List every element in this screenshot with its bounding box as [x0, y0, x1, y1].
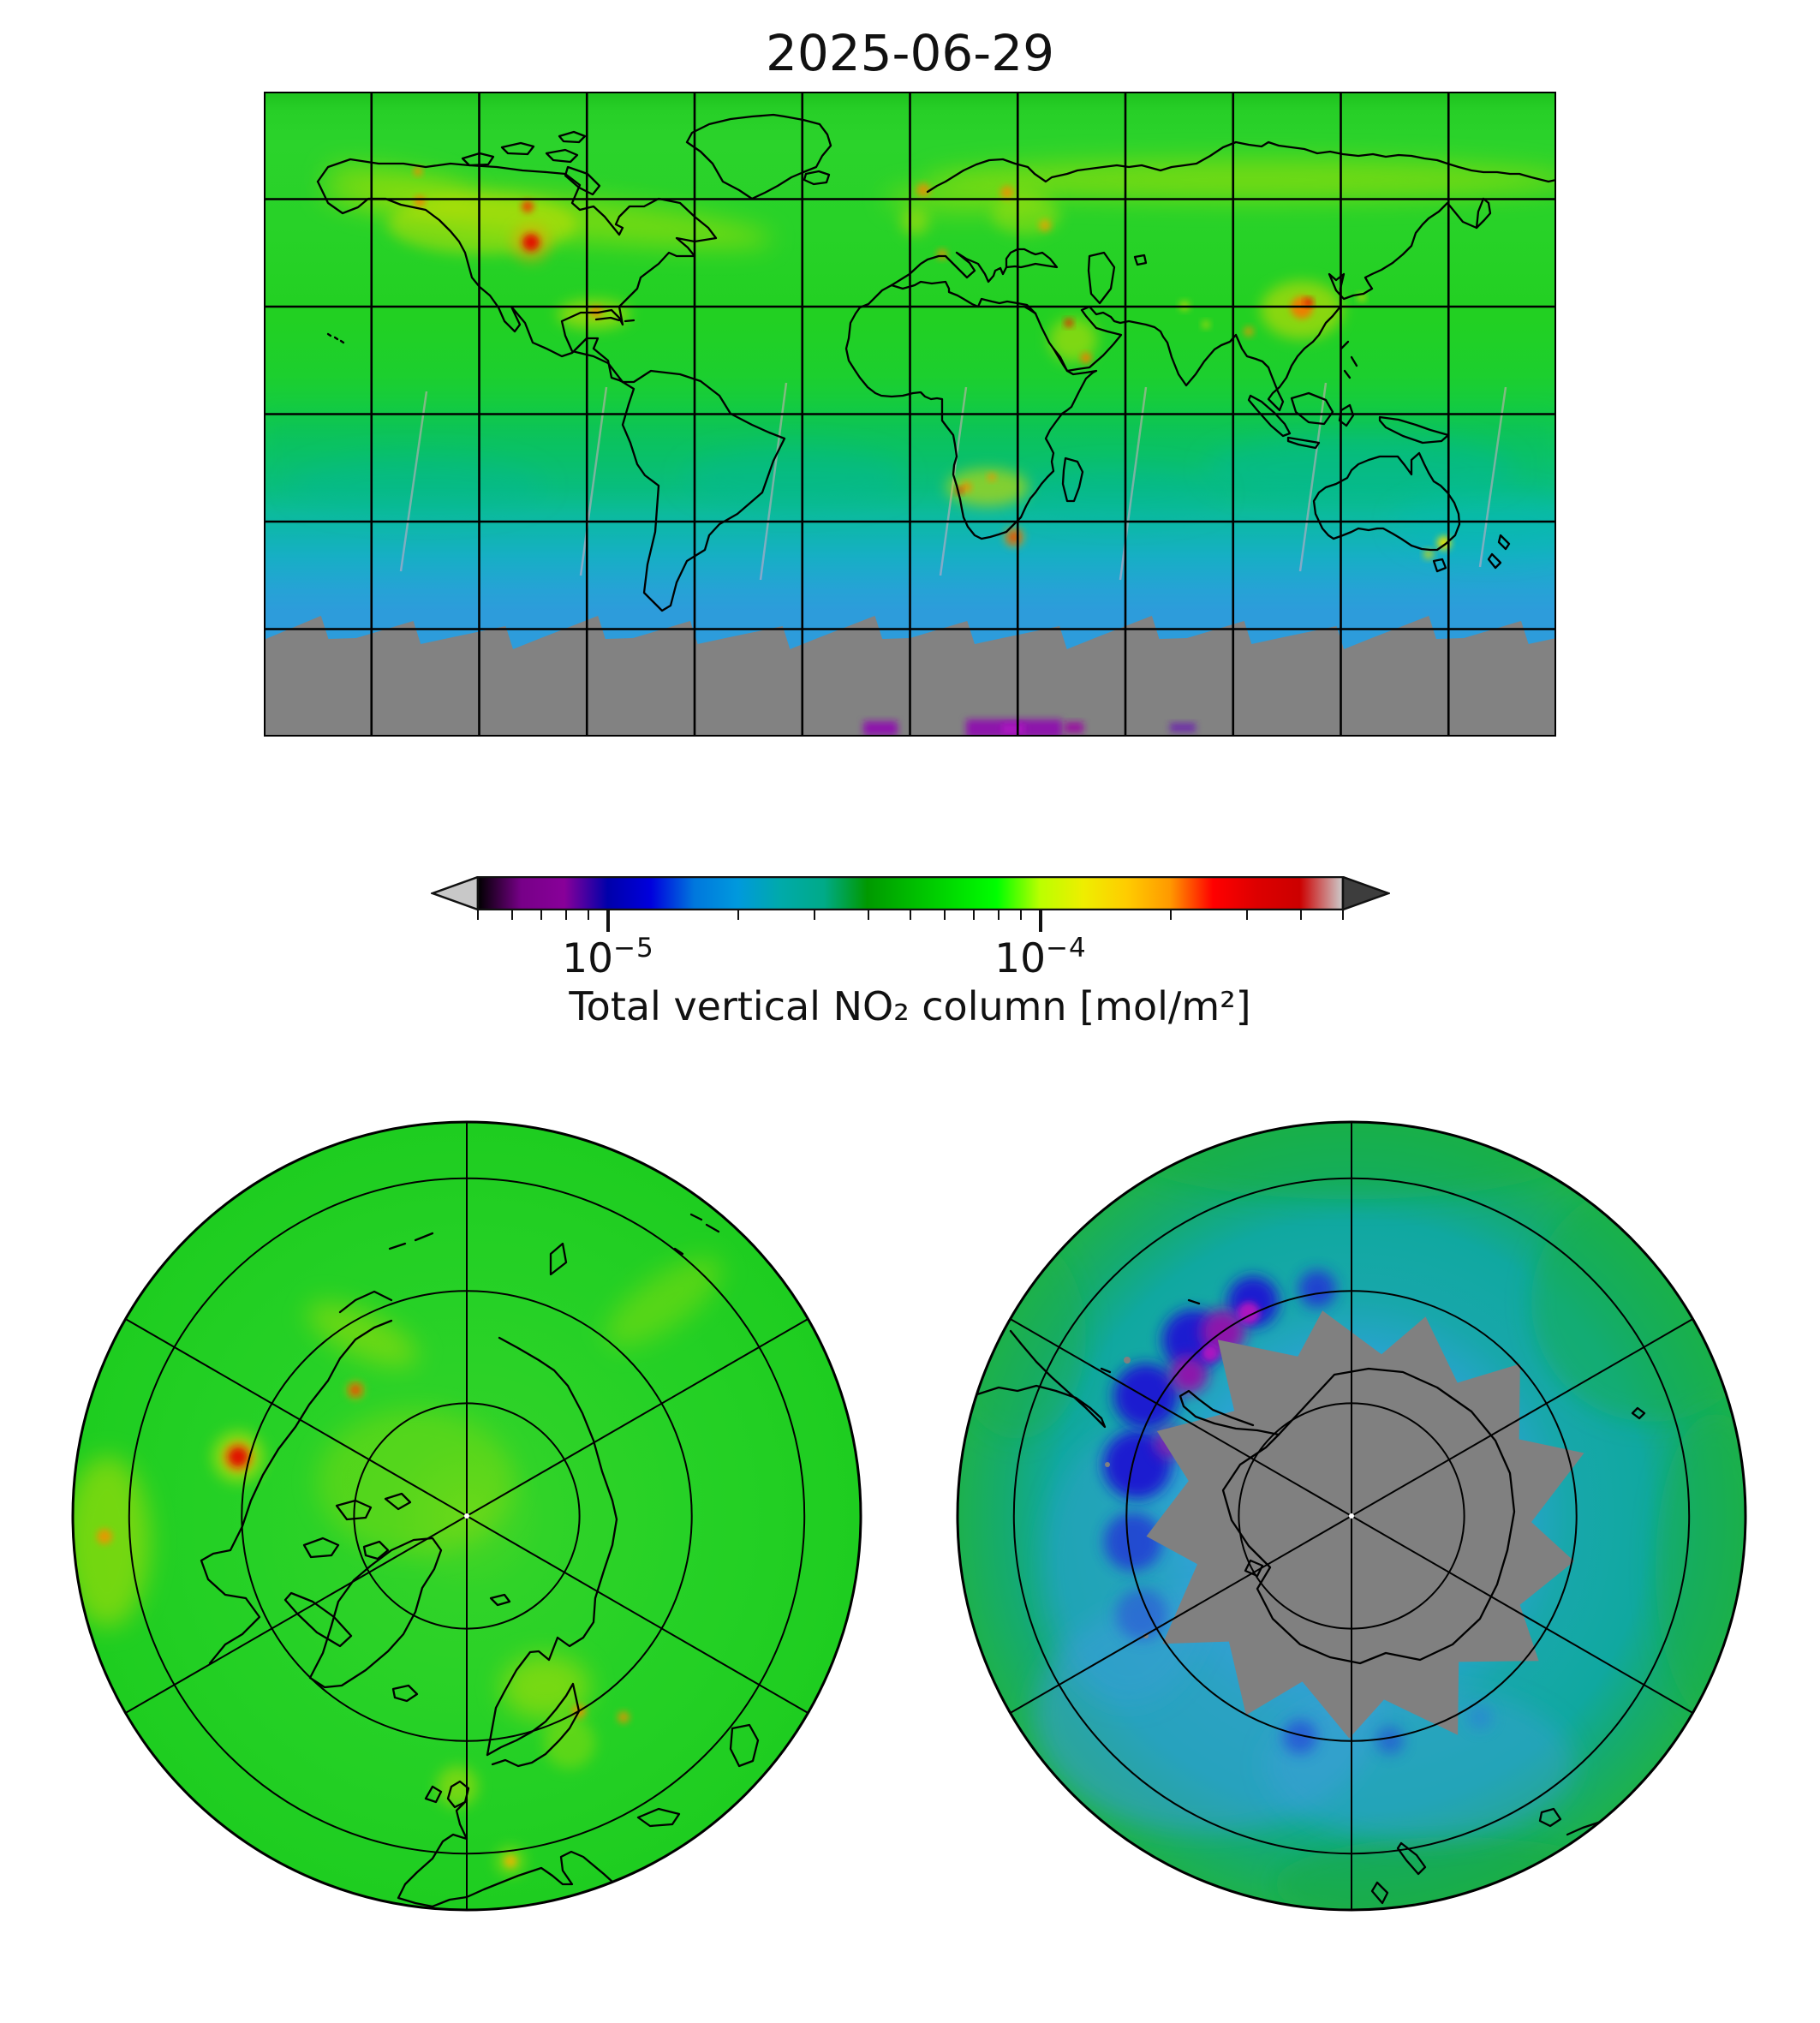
coastlines [316, 113, 1556, 612]
south-polar-image [956, 1120, 1747, 1912]
north-polar-hotspots [97, 1380, 630, 1875]
colorbar-minor-tick [476, 909, 480, 920]
colorbar-minor-tick [587, 909, 590, 920]
figure-title: 2025-06-29 [765, 24, 1055, 82]
colorbar-minor-tick [737, 909, 740, 920]
colorbar-under-arrow [431, 876, 480, 910]
colorbar-minor-tick [813, 909, 816, 920]
colorbar-gradient-bar [476, 876, 1345, 910]
colorbar-minor-tick [1169, 909, 1173, 920]
colorbar-minor-tick [943, 909, 946, 920]
colorbar-minor-tick [909, 909, 912, 920]
colorbar-minor-tick [1245, 909, 1249, 920]
colorbar-ticks [431, 909, 1390, 934]
colorbar-minor-tick [1299, 909, 1303, 920]
colorbar-panel: 10−5 10−4 [431, 876, 1390, 1039]
pole-point [464, 1513, 469, 1519]
colorbar-label: Total vertical NO₂ column [mol/m²] [569, 983, 1251, 1029]
hotspot-blobs [388, 167, 1451, 559]
colorbar-minor-tick [1341, 909, 1345, 920]
world-map-panel [262, 90, 1558, 740]
north-polar-boundary [71, 1120, 862, 1912]
colorbar-minor-tick [972, 909, 976, 920]
colorbar-major-tick [1039, 909, 1043, 932]
north-polar-panel [71, 1120, 862, 1915]
map-gridlines [264, 92, 1556, 737]
south-polar-boundary [956, 1120, 1747, 1912]
colorbar-tick-label-1e-4: 10−4 [994, 933, 1087, 982]
colorbar-tick-label-1e-5: 10−5 [562, 933, 654, 982]
colorbar-minor-tick [867, 909, 870, 920]
world-map-image [262, 90, 1558, 738]
south-polar-coastlines [976, 1298, 1646, 1905]
colorbar-minor-tick [540, 909, 543, 920]
colorbar-over-arrow [1341, 876, 1390, 910]
pole-point [1349, 1513, 1354, 1519]
south-polar-panel [956, 1120, 1747, 1915]
polar-night-purple [863, 719, 1196, 737]
colorbar-minor-tick [997, 909, 1000, 920]
colorbar-minor-tick [564, 909, 568, 920]
north-polar-image [71, 1120, 862, 1912]
colorbar-minor-tick [1019, 909, 1023, 920]
colorbar-minor-tick [510, 909, 514, 920]
colorbar-image [431, 876, 1390, 910]
colorbar-major-tick [606, 909, 611, 932]
